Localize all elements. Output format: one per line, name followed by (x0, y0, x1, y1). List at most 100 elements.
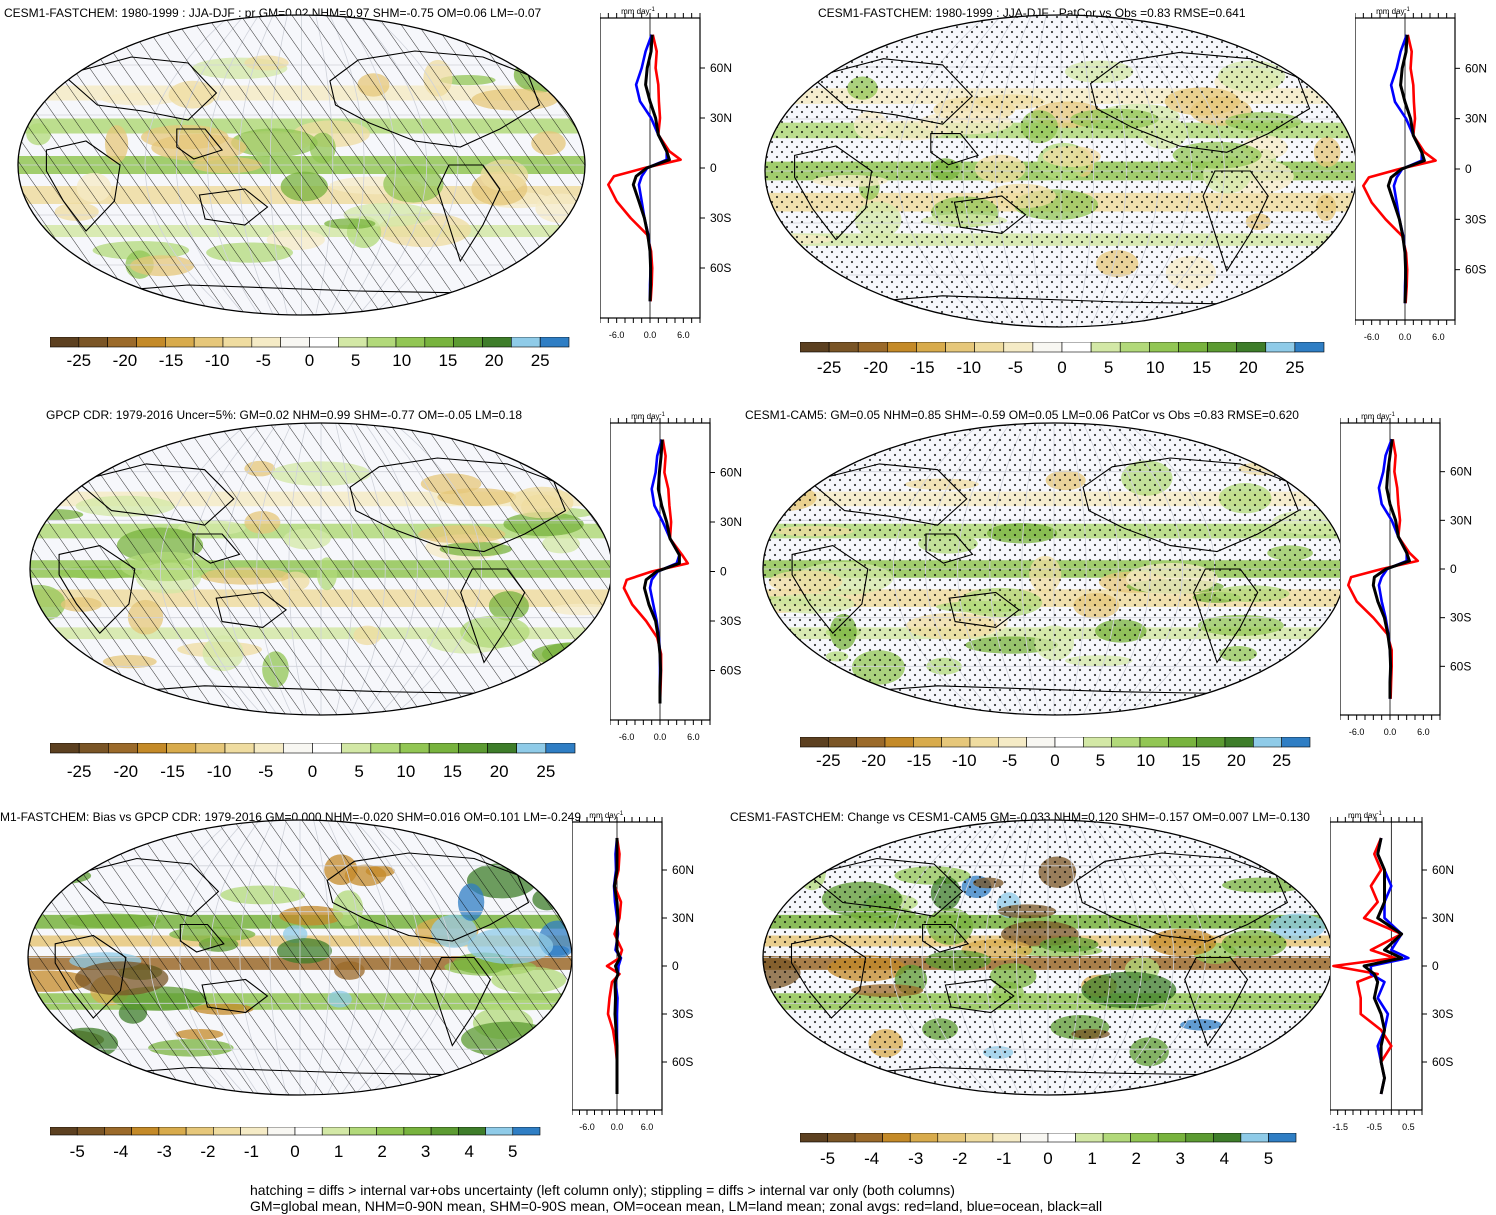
colorbar-swatch (1061, 341, 1092, 353)
hatching-overlay (30, 423, 612, 715)
colorbar-label: -3 (908, 1149, 923, 1168)
colorbar-swatch (1119, 341, 1150, 353)
zonal-lat-label: 60N (672, 863, 694, 877)
colorbar-swatch (1020, 1132, 1049, 1143)
colorbar-swatch (516, 742, 547, 754)
colorbar-swatch (104, 1126, 132, 1136)
colorbar-swatch (799, 736, 829, 748)
map-border (17, 14, 586, 316)
colorbar-swatch (366, 336, 397, 348)
colorbar-swatch (158, 1126, 187, 1136)
colorbar: -25 -20 -15 -10 -5 0 5 10 15 20 25 (49, 336, 589, 377)
world-map (762, 819, 1334, 1096)
zonal-mean-plot: mm day-1 60N 30N 0 30S 60S -6.0 0.0 6.0 (1354, 6, 1496, 353)
zonal-lat-label: 30N (720, 515, 742, 529)
zonal-line-land (1332, 837, 1403, 1095)
colorbar-label: 5 (351, 351, 360, 370)
colorbar-swatch (107, 336, 137, 348)
colorbar-swatch (828, 736, 857, 748)
map-panel (763, 13, 1359, 334)
zonal-x-label: 0.0 (1399, 332, 1412, 342)
zonal-lat-label: 0 (1450, 562, 1457, 576)
colorbar-swatch (240, 1126, 269, 1136)
zonal-line-all (1371, 438, 1411, 699)
colorbar-swatch (195, 742, 226, 754)
zonal-line-all (1386, 34, 1426, 304)
colorbar-swatch (1111, 736, 1141, 748)
colorbar-swatch (453, 336, 483, 348)
colorbar-swatch (828, 341, 859, 353)
colorbar-swatch (338, 336, 368, 348)
zonal-unit-label: mm day-1 (1361, 412, 1395, 421)
colorbar-swatch (430, 1126, 459, 1136)
zonal-x-label: 6.0 (641, 1122, 654, 1132)
colorbar-swatch (108, 742, 138, 754)
colorbar-swatch (1185, 1132, 1214, 1143)
field-blob (763, 454, 833, 482)
colorbar-swatch (884, 736, 914, 748)
colorbar-label: -20 (113, 351, 138, 370)
world-map (762, 422, 1346, 716)
colorbar-swatch (376, 1126, 405, 1136)
colorbar-label: 20 (1239, 358, 1258, 377)
colorbar-label: 20 (1227, 751, 1246, 770)
colorbar-swatch (1281, 736, 1311, 748)
colorbar-swatch (253, 742, 284, 754)
zonal-lat-label: 30S (1465, 212, 1486, 226)
zonal-lat-label: 0 (1465, 162, 1472, 176)
zonal-x-label: 0.0 (1384, 727, 1397, 737)
zonal-x-label: 0.0 (654, 732, 667, 742)
colorbar-label: 5 (1096, 751, 1105, 770)
colorbar-swatch (1149, 341, 1179, 353)
zonal-x-label: -6.0 (1364, 332, 1380, 342)
colorbar-label: -25 (817, 358, 842, 377)
colorbar-svg: -25 -20 -15 -10 -5 0 5 10 15 20 25 (799, 341, 1325, 377)
colorbar-label: 10 (1146, 358, 1165, 377)
colorbar-swatch (487, 742, 517, 754)
colorbar-swatch (1083, 736, 1112, 748)
colorbar-swatch (539, 336, 570, 348)
zonal-mean-plot: mm day-1 60N 30N 0 30S 60S -6.0 0.0 6.0 (571, 810, 712, 1143)
zonal-lat-label: 60S (710, 261, 731, 275)
colorbar-label: 10 (396, 762, 415, 781)
colorbar-swatch (1139, 736, 1169, 748)
colorbar-label: 3 (1176, 1149, 1185, 1168)
colorbar-swatch (1196, 736, 1226, 748)
zonal-mean-plot: mm day-1 60N 30N 0 30S 60S -1.5 -0.5 0.5 (1329, 810, 1472, 1143)
colorbar-svg: -5 -4 -3 -2 -1 0 1 2 3 4 5 (799, 1132, 1297, 1168)
colorbar-swatch (827, 1132, 856, 1143)
colorbar-label: -2 (952, 1149, 967, 1168)
colorbar-label: 1 (334, 1142, 343, 1161)
panel-title: CESM1-CAM5: GM=0.05 NHM=0.85 SHM=-0.59 O… (745, 408, 1299, 422)
colorbar-swatch (1268, 1132, 1297, 1143)
world-map (764, 14, 1358, 328)
colorbar-label: -10 (205, 351, 230, 370)
colorbar-swatch (78, 742, 109, 754)
colorbar-label: 2 (1131, 1149, 1140, 1168)
colorbar-swatch (399, 742, 430, 754)
colorbar-swatch (280, 336, 310, 348)
colorbar-swatch (312, 742, 342, 754)
zonal-unit-label: mm day-1 (621, 7, 655, 16)
colorbar-swatch (166, 742, 197, 754)
colorbar-label: 25 (1285, 358, 1304, 377)
zonal-lat-label: 30N (672, 911, 694, 925)
stippling-overlay (763, 820, 1333, 1095)
colorbar-swatch (1130, 1132, 1159, 1143)
colorbar-label: -10 (207, 762, 232, 781)
colorbar-swatch (222, 336, 253, 348)
colorbar-label: -15 (910, 358, 935, 377)
colorbar-swatch (349, 1126, 377, 1136)
colorbar-label: 0 (308, 762, 317, 781)
colorbar-svg: -5 -4 -3 -2 -1 0 1 2 3 4 5 (49, 1126, 541, 1161)
colorbar-swatch (424, 336, 454, 348)
colorbar-swatch (512, 1126, 541, 1136)
colorbar-swatch (857, 341, 888, 353)
colorbar-swatch (941, 736, 971, 748)
colorbar-label: -4 (864, 1149, 879, 1168)
colorbar-swatch (1003, 341, 1034, 353)
colorbar-swatch (309, 336, 339, 348)
zonal-svg: mm day-1 60N 30N 0 30S 60S -6.0 0.0 6.0 (599, 7, 732, 340)
zonal-lat-label: 30S (1432, 1007, 1453, 1021)
colorbar-swatch (998, 736, 1027, 748)
